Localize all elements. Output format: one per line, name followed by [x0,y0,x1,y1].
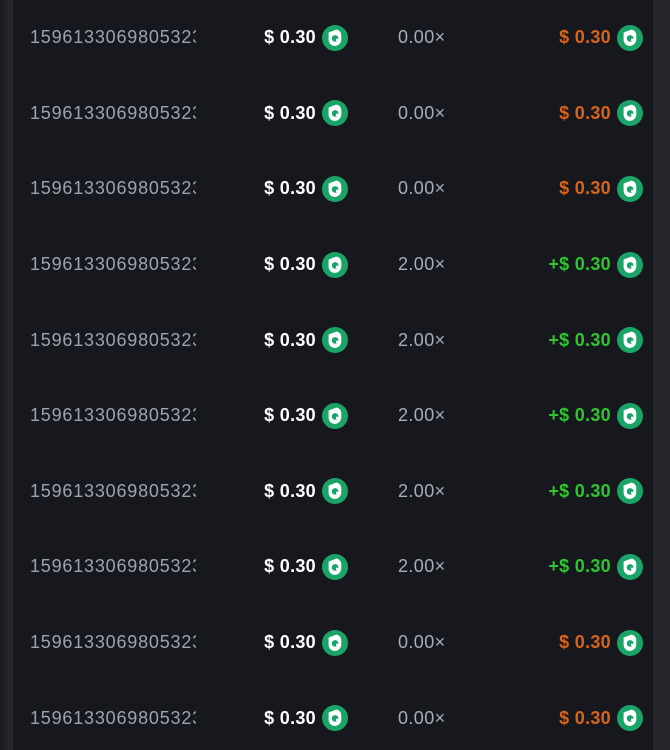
payout-amount: $ 0.30 [559,632,611,653]
bcd-coin-icon [322,100,348,127]
bcd-coin-icon [617,24,643,51]
bet-id-link[interactable]: 1596133069805323 [30,707,196,728]
bet-history-row[interactable]: 1596133069805323 $ 0.30 0.00× $ 0.30 [13,151,653,227]
bet-history-row[interactable]: 1596133069805323 $ 0.30 0.00× $ 0.30 [13,605,653,681]
bet-amount-cell: $ 0.30 [196,402,348,429]
bcd-coin-icon [617,100,643,127]
multiplier-value: 0.00× [398,178,446,199]
payout-amount: $ 0.30 [559,27,611,48]
payout-cell: $ 0.30 [505,100,643,127]
bet-amount: $ 0.30 [264,329,316,350]
payout-cell: +$ 0.30 [505,478,643,505]
bcd-coin-icon [617,478,643,505]
payout-amount: $ 0.30 [559,102,611,123]
bet-id-link[interactable]: 1596133069805323 [30,405,196,426]
bet-history-row[interactable]: 1596133069805323 $ 0.30 0.00× $ 0.30 [13,680,653,750]
bcd-coin-icon [617,175,643,202]
bet-amount: $ 0.30 [264,102,316,123]
bet-history-row[interactable]: 1596133069805323 $ 0.30 2.00× +$ 0.30 [13,529,653,605]
multiplier-value: 0.00× [398,707,446,728]
bet-amount: $ 0.30 [264,405,316,426]
bet-history-row[interactable]: 1596133069805323 $ 0.30 2.00× +$ 0.30 [13,378,653,454]
payout-cell: +$ 0.30 [505,553,643,580]
multiplier-value: 2.00× [398,254,446,275]
payout-cell: $ 0.30 [505,24,643,51]
bcd-coin-icon [322,553,348,580]
bet-amount-cell: $ 0.30 [196,175,348,202]
bcd-coin-icon [322,478,348,505]
bet-amount-cell: $ 0.30 [196,251,348,278]
bcd-coin-icon [617,251,643,278]
page-background-left-gutter [0,0,13,750]
payout-cell: +$ 0.30 [505,327,643,354]
payout-cell: $ 0.30 [505,705,643,732]
bcd-coin-icon [322,251,348,278]
payout-cell: $ 0.30 [505,629,643,656]
payout-amount: +$ 0.30 [548,254,611,275]
multiplier-value: 2.00× [398,405,446,426]
payout-cell: +$ 0.30 [505,251,643,278]
bcd-coin-icon [322,327,348,354]
bcd-coin-icon [322,24,348,51]
page-background-right-gutter [653,0,670,750]
bcd-coin-icon [617,705,643,732]
bet-amount-cell: $ 0.30 [196,553,348,580]
payout-cell: $ 0.30 [505,175,643,202]
multiplier-value: 2.00× [398,480,446,501]
bcd-coin-icon [322,629,348,656]
bet-id-link[interactable]: 1596133069805323 [30,102,196,123]
payout-amount: $ 0.30 [559,178,611,199]
bet-amount-cell: $ 0.30 [196,478,348,505]
bet-history-table: 1596133069805323 $ 0.30 0.00× $ 0.30 159… [13,0,653,750]
payout-cell: +$ 0.30 [505,402,643,429]
payout-amount: +$ 0.30 [548,480,611,501]
bet-id-link[interactable]: 1596133069805323 [30,329,196,350]
payout-amount: $ 0.30 [559,707,611,728]
bet-id-link[interactable]: 1596133069805323 [30,254,196,275]
bet-amount-cell: $ 0.30 [196,100,348,127]
bet-amount: $ 0.30 [264,707,316,728]
payout-amount: +$ 0.30 [548,556,611,577]
bet-amount-cell: $ 0.30 [196,327,348,354]
payout-amount: +$ 0.30 [548,405,611,426]
multiplier-value: 0.00× [398,632,446,653]
bet-amount: $ 0.30 [264,27,316,48]
bet-id-link[interactable]: 1596133069805323 [30,556,196,577]
bet-id-link[interactable]: 1596133069805323 [30,27,196,48]
bet-id-link[interactable]: 1596133069805323 [30,480,196,501]
bet-amount: $ 0.30 [264,178,316,199]
bet-amount-cell: $ 0.30 [196,24,348,51]
bet-amount: $ 0.30 [264,254,316,275]
bet-id-link[interactable]: 1596133069805323 [30,178,196,199]
bcd-coin-icon [617,402,643,429]
multiplier-value: 2.00× [398,556,446,577]
bcd-coin-icon [617,629,643,656]
bet-history-row[interactable]: 1596133069805323 $ 0.30 0.00× $ 0.30 [13,76,653,152]
bcd-coin-icon [617,553,643,580]
bet-history-row[interactable]: 1596133069805323 $ 0.30 2.00× +$ 0.30 [13,454,653,530]
bet-amount: $ 0.30 [264,480,316,501]
bet-history-row[interactable]: 1596133069805323 $ 0.30 2.00× +$ 0.30 [13,227,653,303]
bet-history-row[interactable]: 1596133069805323 $ 0.30 2.00× +$ 0.30 [13,302,653,378]
bet-amount: $ 0.30 [264,632,316,653]
bcd-coin-icon [322,705,348,732]
bet-history-row[interactable]: 1596133069805323 $ 0.30 0.00× $ 0.30 [13,0,653,76]
bet-amount-cell: $ 0.30 [196,705,348,732]
multiplier-value: 2.00× [398,329,446,350]
payout-amount: +$ 0.30 [548,329,611,350]
multiplier-value: 0.00× [398,102,446,123]
bcd-coin-icon [322,175,348,202]
multiplier-value: 0.00× [398,27,446,48]
bet-amount: $ 0.30 [264,556,316,577]
bet-id-link[interactable]: 1596133069805323 [30,632,196,653]
bcd-coin-icon [322,402,348,429]
bet-amount-cell: $ 0.30 [196,629,348,656]
bcd-coin-icon [617,327,643,354]
